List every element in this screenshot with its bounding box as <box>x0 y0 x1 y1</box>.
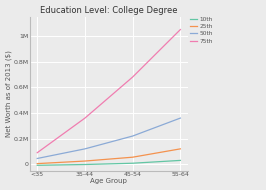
25th <box>83 160 86 162</box>
50th <box>179 117 182 119</box>
25th <box>36 162 39 165</box>
10th <box>131 162 134 164</box>
10th <box>36 164 39 166</box>
10th <box>83 163 86 166</box>
Line: 25th: 25th <box>37 149 180 164</box>
Line: 75th: 75th <box>37 30 180 153</box>
Line: 50th: 50th <box>37 118 180 158</box>
50th <box>131 135 134 137</box>
25th <box>131 156 134 158</box>
75th <box>83 117 86 119</box>
50th <box>36 157 39 160</box>
75th <box>36 152 39 154</box>
75th <box>131 76 134 78</box>
X-axis label: Age Group: Age Group <box>90 178 127 184</box>
Legend: 10th, 25th, 50th, 75th: 10th, 25th, 50th, 75th <box>190 17 213 44</box>
10th <box>179 159 182 162</box>
Y-axis label: Net Worth as of 2013 ($): Net Worth as of 2013 ($) <box>6 50 12 137</box>
Line: 10th: 10th <box>37 160 180 165</box>
50th <box>83 148 86 150</box>
Title: Education Level: College Degree: Education Level: College Degree <box>40 6 177 15</box>
75th <box>179 28 182 31</box>
25th <box>179 148 182 150</box>
